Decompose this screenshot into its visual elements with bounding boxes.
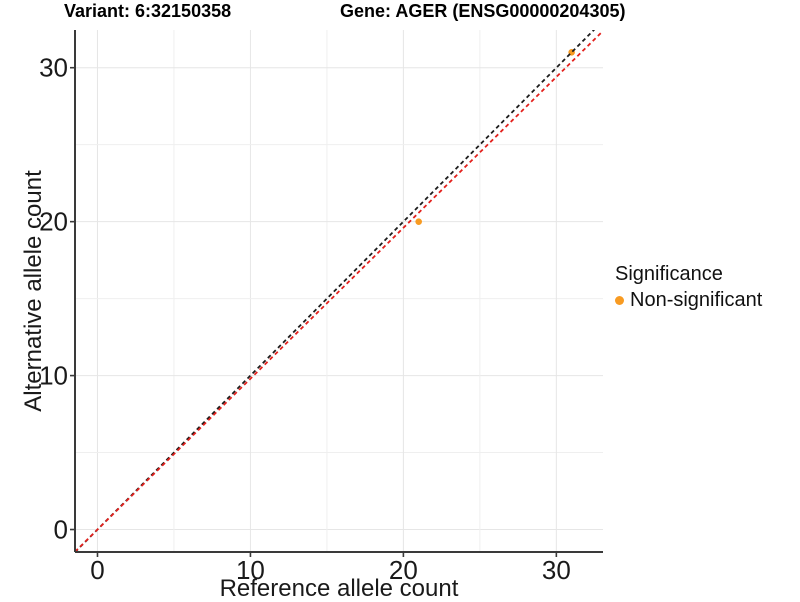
identity-line	[75, 30, 596, 552]
data-point	[415, 218, 422, 225]
y-tick-label: 10	[39, 361, 68, 391]
legend-item: Non-significant	[615, 289, 762, 312]
gene-title: Gene: AGER (ENSG00000204305)	[340, 1, 626, 21]
legend-dot-icon	[615, 296, 624, 305]
x-tick-label: 30	[542, 555, 571, 585]
y-tick-label: 30	[39, 53, 68, 83]
y-tick-label: 20	[39, 207, 68, 237]
x-tick-label: 20	[389, 555, 418, 585]
y-axis-label: Alternative allele count	[20, 170, 47, 412]
legend-item-label: Non-significant	[630, 289, 763, 311]
y-tick-label: 0	[54, 515, 68, 545]
legend-title: Significance	[615, 263, 723, 285]
x-axis-label: Reference allele count	[219, 575, 459, 602]
x-tick-label: 0	[90, 555, 104, 585]
expected-ratio-line	[75, 30, 603, 552]
legend: Significance Non-significant	[615, 262, 762, 312]
x-tick-label: 10	[236, 555, 265, 585]
variant-title: Variant: 6:32150358	[64, 1, 232, 21]
